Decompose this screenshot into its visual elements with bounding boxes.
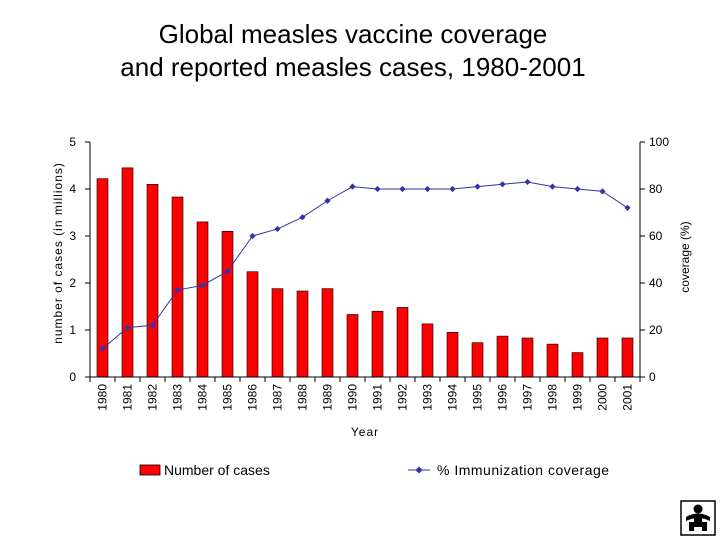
legend-swatch-cases	[139, 464, 161, 476]
bar-1989	[321, 288, 334, 378]
bar-1987	[271, 288, 284, 378]
bar-1990	[346, 314, 359, 378]
x-tick-label: 1994	[446, 384, 460, 411]
coverage-point-1989	[324, 197, 331, 204]
chart-title-line-2: and reported measles cases, 1980-2001	[120, 52, 586, 82]
coverage-point-2001	[624, 204, 631, 211]
y-axis-left-label: number of cases (in millions)	[51, 162, 65, 344]
logo-icon	[680, 500, 716, 536]
bar-2000	[596, 337, 609, 378]
x-tick-label: 1989	[321, 384, 335, 411]
legend-marker-coverage	[415, 466, 423, 474]
coverage-point-1998	[549, 183, 556, 190]
y-left-tick-label: 2	[69, 276, 76, 290]
x-tick-label: 2001	[621, 384, 635, 411]
coverage-point-1995	[474, 183, 481, 190]
bar-1988	[296, 290, 309, 378]
coverage-point-1990	[349, 183, 356, 190]
x-tick-label: 1990	[346, 384, 360, 411]
coverage-point-1987	[274, 225, 281, 233]
legend-label-coverage: % Immunization coverage	[437, 462, 610, 478]
coverage-point-1992	[399, 185, 406, 193]
y-right-tick-label: 100	[649, 135, 669, 149]
bar-1981	[121, 167, 134, 378]
chart-title-line-1: Global measles vaccine coverage	[158, 19, 548, 49]
legend: Number of cases % Immunization coverage	[139, 462, 610, 478]
y-left-tick-label: 1	[69, 323, 76, 337]
x-tick-label: 1998	[546, 384, 560, 411]
coverage-point-1997	[524, 178, 531, 186]
x-tick-label: 1982	[146, 384, 160, 411]
y-left-tick-label: 0	[69, 370, 76, 384]
bar-1993	[421, 323, 434, 378]
bar-1998	[546, 343, 559, 378]
x-tick-label: 1981	[121, 384, 135, 411]
coverage-point-1986	[249, 232, 256, 240]
y-right-tick-label: 40	[649, 276, 663, 290]
x-tick-label: 1995	[471, 384, 485, 411]
y-right-tick-label: 0	[649, 370, 656, 384]
bar-1996	[496, 335, 509, 378]
x-tick-label: 1999	[571, 384, 585, 411]
x-tick-label: 1991	[371, 384, 385, 411]
x-tick-label: 1988	[296, 384, 310, 411]
x-tick-label: 2000	[596, 384, 610, 411]
coverage-point-1993	[424, 185, 431, 193]
coverage-point-1994	[449, 185, 456, 193]
bar-1984	[196, 221, 209, 378]
x-tick-label: 1980	[96, 384, 110, 411]
bar-1997	[521, 337, 534, 378]
x-tick-label: 1984	[196, 384, 210, 411]
bar-1986	[246, 271, 259, 378]
coverage-point-1999	[574, 185, 581, 193]
coverage-point-1988	[299, 214, 306, 221]
bar-1995	[471, 342, 484, 378]
coverage-line	[102, 181, 628, 350]
bar-1992	[396, 307, 409, 378]
x-axis-label: Year	[351, 425, 379, 439]
x-tick-label: 1993	[421, 384, 435, 411]
chart-title: Global measles vaccine coverage and repo…	[0, 18, 706, 84]
bar-1994	[446, 332, 459, 378]
y-left-tick-label: 3	[69, 229, 76, 243]
x-tick-label: 1996	[496, 384, 510, 411]
y-right-tick-label: 80	[649, 182, 663, 196]
bar-2001	[621, 337, 634, 378]
y-left-tick-label: 4	[69, 182, 76, 196]
y-right-tick-label: 60	[649, 229, 663, 243]
coverage-point-1991	[374, 185, 381, 193]
y-axis-right-label: coverage (%)	[678, 221, 692, 292]
y-left-tick-label: 5	[69, 135, 76, 149]
bar-1991	[371, 310, 384, 378]
x-tick-label: 1997	[521, 384, 535, 411]
y-right-tick-label: 20	[649, 323, 663, 337]
x-tick-label: 1992	[396, 384, 410, 411]
bar-1982	[146, 184, 159, 378]
coverage-point-2000	[599, 188, 606, 195]
x-tick-label: 1986	[246, 384, 260, 411]
x-tick-label: 1985	[221, 384, 235, 411]
x-tick-label: 1983	[171, 384, 185, 411]
x-tick-label: 1987	[271, 384, 285, 411]
legend-label-cases: Number of cases	[164, 462, 270, 478]
bar-1985	[221, 231, 234, 378]
coverage-point-1996	[499, 181, 506, 188]
bar-1999	[571, 352, 584, 378]
